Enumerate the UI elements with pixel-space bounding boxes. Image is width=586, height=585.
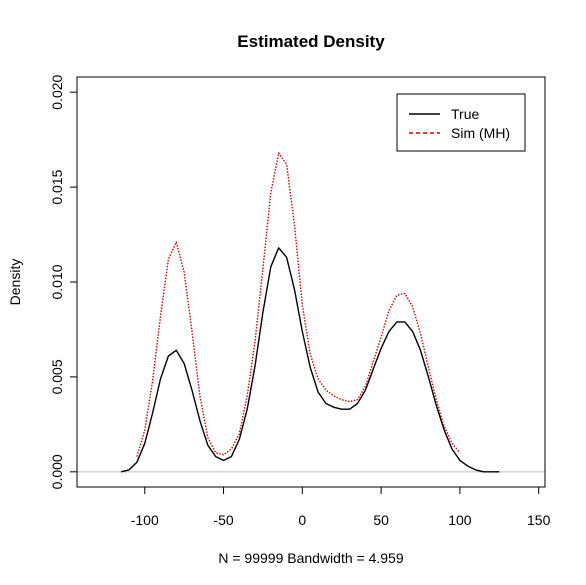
x-tick-label: -50	[213, 512, 233, 528]
plot-frame	[76, 76, 546, 488]
legend-label-true: True	[451, 106, 479, 122]
y-tick-label: 0.000	[49, 454, 65, 489]
legend: True Sim (MH)	[396, 93, 526, 152]
y-axis: 0.000 0.005 0.010 0.015 0.020	[49, 74, 78, 489]
y-tick-label: 0.015	[49, 169, 65, 204]
legend-label-sim: Sim (MH)	[451, 125, 510, 141]
x-axis-label: N = 99999 Bandwidth = 4.959	[218, 550, 403, 566]
y-axis-label: Density	[7, 259, 23, 306]
y-tick-label: 0.005	[49, 359, 65, 394]
x-tick-label: 0	[298, 512, 306, 528]
y-tick-label: 0.010	[49, 264, 65, 299]
x-tick-label: 150	[527, 512, 551, 528]
y-tick-label: 0.020	[49, 74, 65, 109]
x-tick-label: -100	[131, 512, 159, 528]
chart-title: Estimated Density	[237, 32, 385, 51]
x-axis: -100 -50 0 50 100 150	[131, 486, 551, 528]
series-line-true	[120, 247, 500, 473]
legend-box	[396, 93, 526, 152]
series-line-sim	[136, 152, 461, 457]
series-layer	[120, 152, 500, 473]
x-tick-label: 100	[448, 512, 472, 528]
x-tick-label: 50	[373, 512, 389, 528]
